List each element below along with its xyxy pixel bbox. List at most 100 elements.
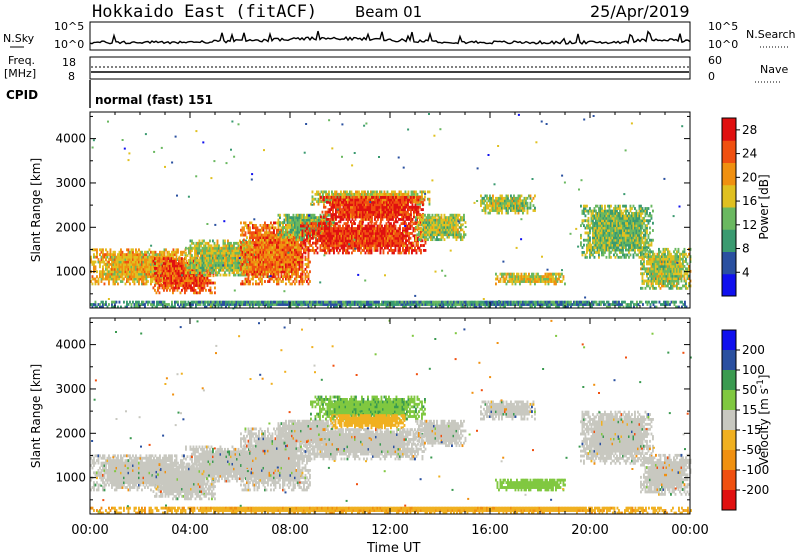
data-cell (392, 196, 394, 199)
data-cell (395, 247, 397, 250)
data-cell (387, 252, 389, 255)
data-cell (191, 254, 193, 257)
nave-tick-bottom: 0 (708, 70, 715, 83)
data-cell (441, 238, 443, 241)
data-cell (279, 221, 281, 224)
data-cell (354, 222, 356, 225)
freq-strip-frame (90, 57, 690, 79)
data-cell (317, 247, 319, 250)
data-cell (263, 275, 265, 278)
data-cell (420, 238, 422, 241)
data-cell (156, 291, 158, 294)
data-cell (332, 218, 334, 221)
data-cell (308, 252, 310, 255)
data-cell (98, 280, 100, 283)
data-cell (323, 199, 325, 202)
data-cell (395, 196, 397, 199)
data-cell (330, 222, 332, 225)
cpid-mode: normal (fast) 151 (95, 93, 213, 107)
nsky-trace (90, 31, 690, 44)
data-cell (312, 191, 314, 194)
data-cell (380, 252, 382, 255)
data-cell (356, 196, 358, 199)
data-cell (98, 258, 100, 261)
data-cell (209, 240, 211, 243)
data-cell (308, 256, 310, 259)
data-cell (410, 227, 412, 230)
data-cell (278, 233, 280, 236)
data-cell (185, 257, 187, 260)
data-cell (205, 289, 207, 292)
data-cell (279, 231, 281, 234)
data-cell (429, 191, 431, 194)
data-cell (429, 198, 431, 201)
data-cell (413, 196, 415, 199)
data-cell (399, 247, 401, 250)
data-cell (425, 249, 427, 252)
data-cell (422, 208, 424, 211)
data-cell (154, 284, 156, 287)
freq-tick-top: 18 (62, 56, 76, 69)
data-cell (154, 262, 156, 265)
data-cell (335, 218, 337, 221)
data-cell (205, 269, 207, 272)
data-cell (417, 226, 419, 229)
data-cell (282, 280, 284, 283)
data-cell (333, 252, 335, 255)
data-cell (95, 261, 97, 264)
data-cell (159, 291, 161, 294)
data-cell (101, 280, 103, 283)
data-cell (408, 191, 410, 194)
data-cell (96, 248, 98, 251)
data-cell (382, 218, 384, 221)
data-cell (302, 256, 304, 259)
data-cell (152, 280, 154, 283)
data-cell (184, 291, 186, 294)
data-cell (114, 251, 116, 254)
data-cell (368, 196, 370, 199)
data-cell (322, 211, 324, 214)
data-cell (401, 252, 403, 255)
data-cell (110, 248, 112, 251)
data-cell (365, 252, 367, 255)
data-cell (309, 280, 311, 283)
data-cell (249, 226, 251, 229)
data-cell (278, 226, 280, 229)
data-cell (424, 199, 426, 202)
data-cell (416, 252, 418, 255)
nsky-strip-frame (90, 22, 690, 50)
data-cell (104, 283, 106, 286)
data-cell (214, 242, 216, 245)
nsky-tick-bottom: 10^0 (54, 38, 84, 51)
data-cell (418, 199, 420, 202)
data-cell (243, 244, 245, 247)
freq-tick-bottom: 8 (68, 70, 75, 83)
data-cell (408, 252, 410, 255)
data-cell (193, 242, 195, 245)
data-cell (199, 291, 201, 294)
data-cell (318, 203, 320, 206)
data-cell (285, 283, 287, 286)
data-cell (352, 196, 354, 199)
data-cell (365, 196, 367, 199)
data-cell (303, 280, 305, 283)
data-cell (340, 196, 342, 199)
data-cell (246, 236, 248, 239)
data-cell (102, 248, 104, 251)
data-cell (224, 240, 226, 243)
data-cell (308, 230, 310, 233)
data-cell (160, 279, 162, 282)
data-cell (296, 280, 298, 283)
data-cell (427, 238, 429, 241)
data-cell (339, 225, 341, 228)
data-cell (240, 222, 242, 225)
data-cell (278, 280, 280, 283)
freq-label-1: Freq. (8, 54, 35, 67)
data-cell (328, 191, 330, 194)
data-cell (429, 203, 431, 206)
data-cell (305, 252, 307, 255)
data-cell (273, 280, 275, 283)
data-cell (154, 289, 156, 292)
station-title: Hokkaido East (fitACF) (92, 2, 317, 22)
data-cell (383, 252, 385, 255)
